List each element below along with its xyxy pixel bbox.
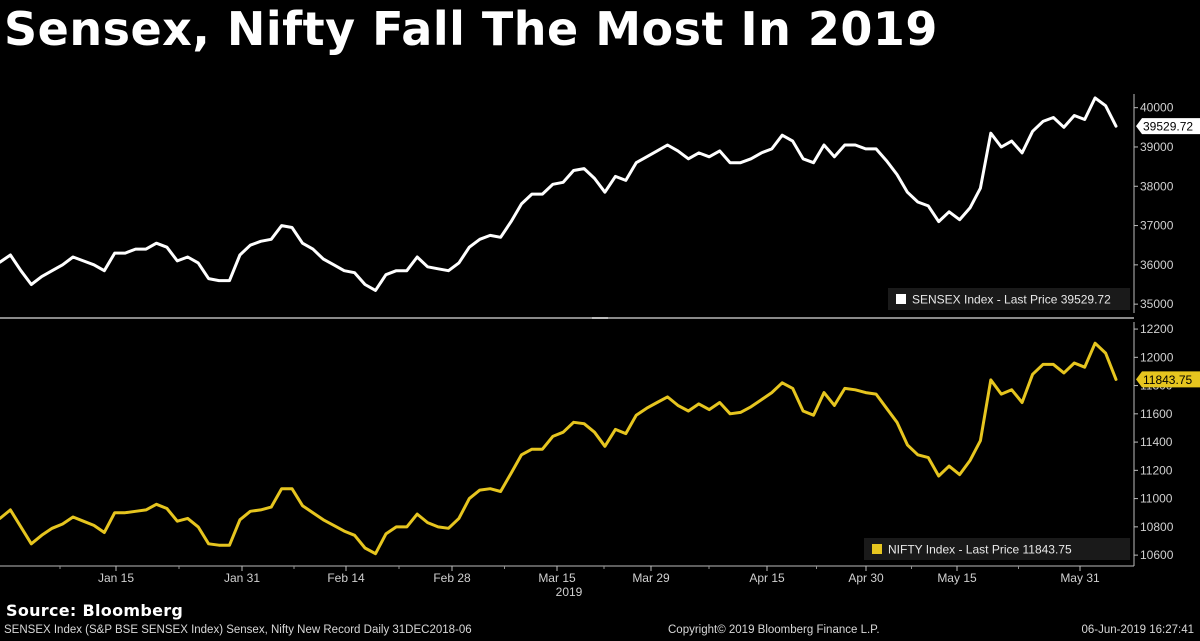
sensex-y-tick-label: 40000 — [1140, 101, 1174, 115]
chart-title: Sensex, Nifty Fall The Most In 2019 — [4, 2, 938, 56]
nifty-y-tick-label: 10600 — [1140, 548, 1174, 562]
nifty-legend-swatch — [872, 544, 882, 554]
nifty-last-value-label: 11843.75 — [1143, 373, 1192, 387]
x-year-label: 2019 — [556, 585, 583, 599]
x-tick-label: May 15 — [937, 571, 977, 585]
x-tick-label: Jan 15 — [98, 571, 134, 585]
footer-description: SENSEX Index (S&P BSE SENSEX Index) Sens… — [4, 624, 472, 636]
footer-timestamp: 06-Jun-2019 16:27:41 — [1081, 624, 1194, 636]
nifty-y-tick-label: 11000 — [1140, 492, 1173, 506]
sensex-y-tick-label: 37000 — [1140, 219, 1174, 233]
nifty-y-tick-label: 11600 — [1140, 407, 1173, 421]
x-tick-label: Apr 30 — [848, 571, 884, 585]
sensex-last-value-box — [1136, 118, 1200, 135]
nifty-series-line — [0, 341, 1118, 556]
sensex-legend-box — [888, 288, 1130, 310]
x-tick-label: Feb 14 — [327, 571, 365, 585]
nifty-last-value-box — [1136, 371, 1200, 388]
x-tick-label: Mar 15 — [538, 571, 576, 585]
nifty-y-tick-label: 12000 — [1140, 350, 1174, 364]
sensex-last-value-label: 39529.72 — [1143, 120, 1193, 134]
footer-copyright: Copyright© 2019 Bloomberg Finance L.P. — [668, 624, 880, 636]
sensex-legend-label: SENSEX Index - Last Price 39529.72 — [912, 293, 1111, 307]
sensex-legend-swatch — [896, 294, 906, 304]
x-tick-label: Mar 29 — [632, 571, 670, 585]
nifty-y-tick-label: 11400 — [1140, 435, 1173, 449]
x-tick-label: May 31 — [1060, 571, 1100, 585]
nifty-legend-box — [864, 538, 1130, 560]
x-tick-label: Jan 31 — [224, 571, 260, 585]
sensex-series-line — [0, 96, 1118, 292]
sensex-y-tick-label: 36000 — [1140, 258, 1174, 272]
x-tick-label: Feb 28 — [433, 571, 471, 585]
nifty-y-tick-label: 11200 — [1140, 463, 1173, 477]
nifty-y-tick-label: 12200 — [1140, 322, 1174, 336]
nifty-legend-label: NIFTY Index - Last Price 11843.75 — [888, 543, 1072, 557]
sensex-y-tick-label: 38000 — [1140, 179, 1174, 193]
sensex-y-tick-label: 35000 — [1140, 297, 1174, 311]
source-note: Source: Bloomberg — [6, 601, 184, 620]
x-tick-label: Apr 15 — [749, 571, 785, 585]
nifty-y-tick-label: 10800 — [1140, 520, 1174, 534]
sensex-y-tick-label: 39000 — [1140, 140, 1174, 154]
